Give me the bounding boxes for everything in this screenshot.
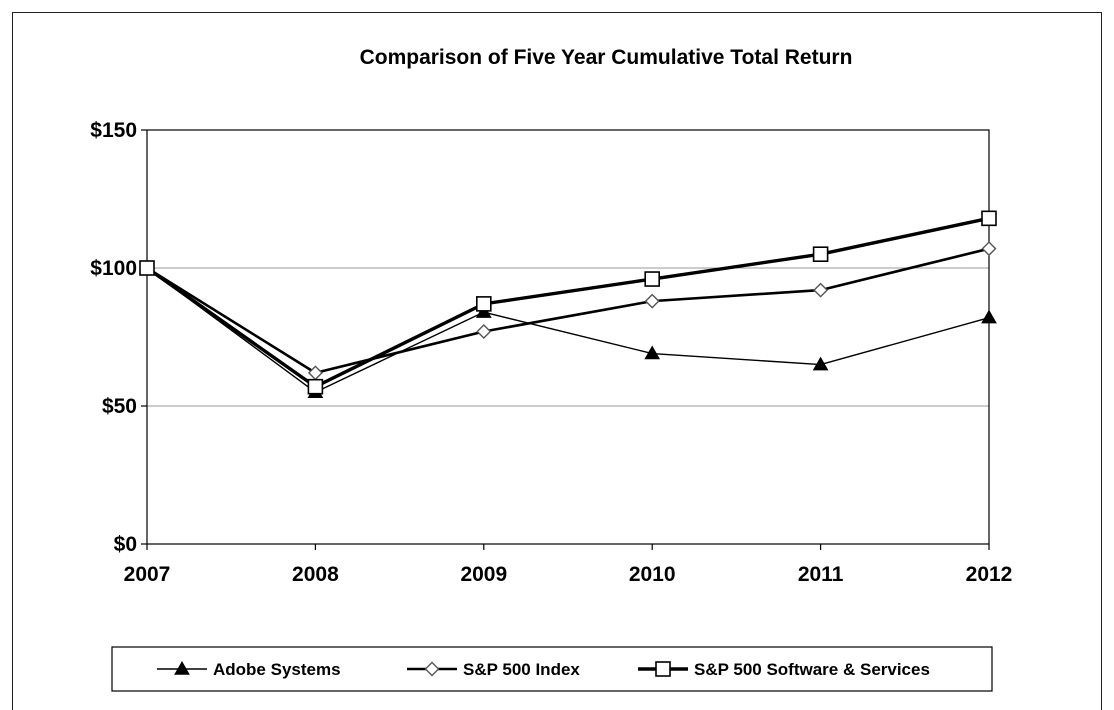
- data-point: [981, 309, 997, 324]
- data-point: [812, 356, 829, 371]
- series-0: [139, 259, 997, 398]
- legend-label: S&P 500 Software & Services: [694, 660, 930, 679]
- legend-marker: [424, 661, 440, 677]
- x-tick-label: 2007: [124, 563, 171, 586]
- data-point: [813, 282, 829, 298]
- chart-title: Comparison of Five Year Cumulative Total…: [360, 46, 853, 69]
- x-tick-label: 2012: [966, 563, 1013, 586]
- data-point: [307, 378, 324, 395]
- y-tick-label: $150: [90, 119, 137, 142]
- data-point: [981, 210, 997, 227]
- data-point: [307, 365, 323, 381]
- axes: $0 $50 $100 $150 2007 2008 2009 2010 2011 2012: [90, 119, 1012, 586]
- y-tick-label: $0: [114, 533, 137, 556]
- data-point: [644, 293, 660, 309]
- data-point: [475, 296, 492, 312]
- series-2: [139, 210, 997, 395]
- x-tick-label: 2009: [460, 563, 507, 586]
- gridlines: [147, 267, 989, 407]
- legend-box: [111, 646, 993, 692]
- y-tick-label: $100: [90, 257, 137, 280]
- legend-marker: [174, 660, 190, 675]
- data-point: [644, 345, 661, 360]
- series-group: [139, 210, 997, 398]
- data-point: [812, 246, 829, 262]
- series-line: [146, 267, 990, 393]
- x-tick-label: 2011: [798, 563, 844, 586]
- chart-frame: [12, 12, 1102, 710]
- x-tick-label: 2010: [629, 563, 676, 586]
- legend-label: Adobe Systems: [213, 660, 341, 679]
- x-tick-label: 2008: [292, 563, 339, 586]
- y-tick-label: $50: [102, 395, 137, 418]
- data-point: [981, 241, 997, 257]
- legend-label: S&P 500 Index: [463, 660, 580, 679]
- legend: Adobe Systems S&P 500 Index S&P 500 Softwa…: [111, 646, 993, 692]
- data-point: [139, 260, 155, 276]
- series-line: [146, 216, 990, 389]
- data-point: [644, 271, 661, 287]
- series-1: [139, 241, 997, 381]
- data-point: [476, 323, 492, 339]
- plot-area: [146, 129, 990, 545]
- series-line: [146, 247, 990, 375]
- legend-marker: [655, 661, 671, 677]
